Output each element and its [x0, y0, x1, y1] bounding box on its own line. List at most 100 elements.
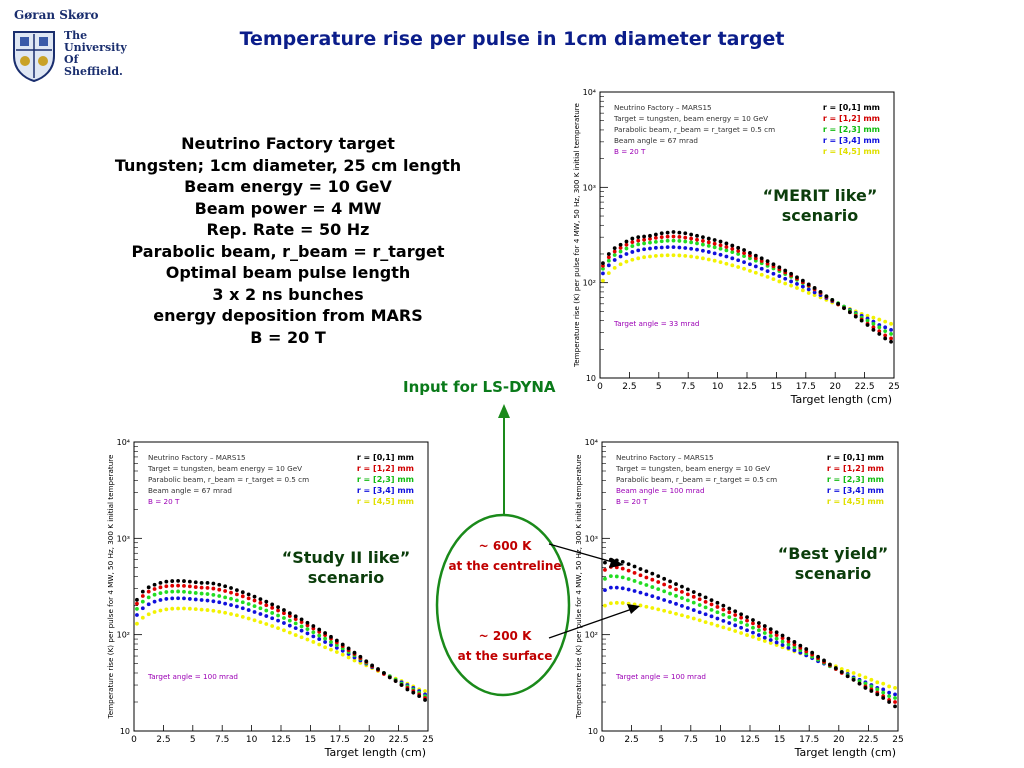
data-point	[626, 587, 631, 592]
data-point	[140, 594, 145, 598]
data-point	[889, 327, 893, 332]
data-point	[152, 599, 157, 604]
data-point	[158, 585, 163, 590]
y-tick-label: 10⁴	[583, 88, 596, 97]
data-point	[329, 643, 333, 647]
x-tick-label: 22.5	[389, 735, 409, 745]
data-point	[636, 235, 641, 240]
chart-best-yield: 0 2.5 5 7.5 10 12.5 15 17.5 20 22.5 251010²10³10⁴T…	[574, 438, 904, 759]
data-point	[691, 594, 696, 599]
target-angle-label: Target angle = 100 mrad	[615, 672, 706, 681]
data-point	[768, 630, 773, 635]
data-point	[632, 589, 637, 593]
data-point	[223, 584, 228, 589]
data-point	[777, 265, 782, 270]
data-point	[739, 620, 744, 625]
data-point	[246, 592, 251, 597]
data-point	[771, 271, 776, 276]
data-point	[662, 598, 667, 602]
data-point	[287, 630, 292, 635]
param-line: Rep. Rate = 50 Hz	[206, 220, 370, 239]
data-point	[187, 584, 192, 589]
data-point	[812, 286, 817, 290]
data-point	[603, 588, 607, 593]
x-tick-label: 10	[246, 735, 258, 745]
data-point	[346, 655, 351, 660]
data-point	[691, 616, 696, 621]
data-point	[733, 629, 738, 633]
data-point	[709, 607, 714, 612]
data-point	[671, 234, 676, 239]
data-point	[258, 600, 263, 605]
data-point	[644, 604, 649, 609]
data-point	[152, 587, 157, 591]
info-line: B = 20 T	[614, 147, 646, 156]
data-point	[865, 313, 870, 318]
data-point	[745, 628, 749, 633]
data-point	[777, 279, 782, 284]
data-point	[703, 612, 708, 617]
data-point	[282, 628, 286, 633]
info-line: Target = tungsten, beam energy = 10 GeV	[613, 114, 768, 123]
data-point	[626, 577, 631, 581]
data-point	[695, 237, 699, 242]
data-point	[376, 667, 380, 671]
data-point	[352, 658, 357, 663]
data-point	[674, 582, 678, 586]
data-point	[671, 238, 676, 243]
data-point	[642, 247, 646, 252]
data-point	[276, 605, 280, 610]
data-point	[853, 314, 858, 319]
x-tick-label: 7.5	[684, 735, 698, 745]
data-point	[883, 329, 888, 334]
data-point	[638, 573, 643, 578]
x-tick-label: 22.5	[855, 382, 875, 392]
data-point	[736, 249, 741, 253]
data-point	[739, 612, 744, 617]
data-point	[632, 579, 637, 583]
legend-entry: r = [4,5] mm	[827, 497, 884, 506]
data-point	[786, 639, 791, 644]
data-point	[158, 580, 163, 585]
param-line: 3 x 2 ns bunches	[212, 284, 364, 304]
data-point	[742, 254, 746, 258]
data-point	[689, 236, 694, 241]
data-point	[636, 248, 641, 253]
data-point	[671, 230, 676, 234]
surface-arrowhead	[627, 604, 640, 614]
data-point	[252, 594, 257, 599]
data-point	[712, 238, 717, 242]
data-point	[656, 574, 661, 579]
data-point	[630, 244, 635, 248]
data-point	[270, 624, 275, 628]
legend-entry: r = [3,4] mm	[827, 486, 884, 495]
x-tick-label: 10	[715, 735, 727, 745]
data-point	[824, 294, 829, 299]
data-point	[270, 602, 275, 607]
data-point	[614, 600, 619, 605]
data-point	[299, 617, 304, 622]
data-point	[620, 559, 625, 564]
target-parameters: Neutrino Factory target Tungsten; 1cm di…	[88, 133, 488, 348]
data-point	[893, 696, 897, 700]
data-point	[830, 297, 835, 302]
param-line: Beam power = 4 MW	[194, 198, 382, 218]
data-point	[751, 618, 755, 622]
data-point	[727, 621, 732, 625]
data-point	[240, 614, 245, 619]
data-point	[323, 636, 327, 641]
data-point	[836, 301, 841, 306]
data-point	[606, 255, 611, 260]
data-point	[656, 580, 661, 584]
param-line: Parabolic beam, r_beam = r_target	[131, 241, 445, 261]
legend-entry: r = [1,2] mm	[357, 464, 414, 473]
data-point	[706, 250, 711, 254]
data-point	[170, 596, 175, 601]
data-point	[182, 579, 186, 583]
data-point	[246, 596, 251, 601]
data-point	[620, 601, 625, 605]
data-point	[727, 615, 732, 620]
data-point	[152, 582, 157, 587]
data-point	[140, 589, 145, 594]
param-line: Beam energy = 10 GeV	[184, 177, 392, 196]
